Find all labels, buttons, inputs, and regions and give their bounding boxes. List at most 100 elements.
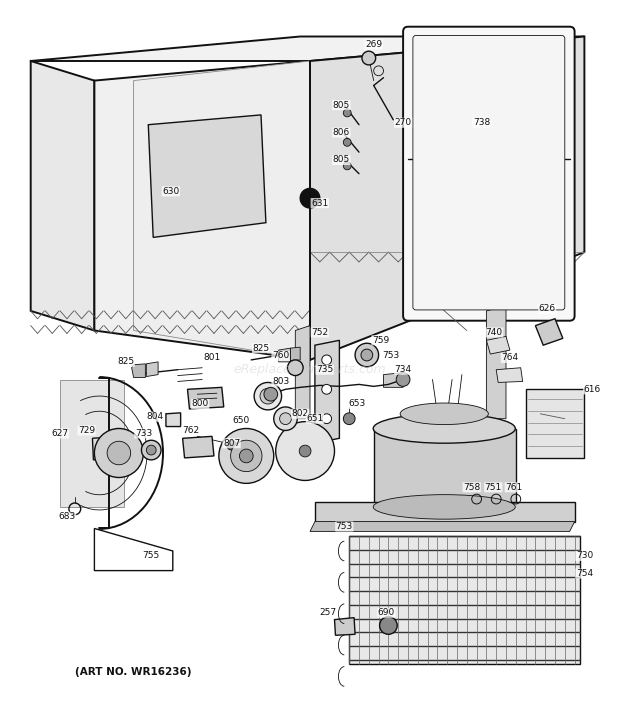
Polygon shape [335,618,355,635]
Circle shape [343,109,351,117]
Text: 805: 805 [333,155,350,165]
Circle shape [260,388,276,404]
Circle shape [274,407,297,430]
Text: 759: 759 [372,336,389,345]
Text: 257: 257 [319,608,336,617]
Ellipse shape [373,414,515,443]
Text: 806: 806 [333,128,350,137]
Circle shape [94,429,143,478]
Text: 753: 753 [335,522,353,531]
Text: 738: 738 [473,119,490,127]
Text: 802: 802 [291,409,309,418]
Circle shape [343,138,351,146]
Polygon shape [92,437,120,460]
Text: 754: 754 [576,569,593,578]
Circle shape [288,360,303,376]
Text: 805: 805 [333,101,350,109]
Text: 734: 734 [394,365,412,374]
Text: eReplacementParts.com: eReplacementParts.com [234,364,386,376]
Polygon shape [166,413,180,427]
Ellipse shape [373,495,515,519]
Text: 630: 630 [162,187,179,196]
Circle shape [343,162,351,170]
Polygon shape [60,380,124,507]
Circle shape [355,343,379,367]
Polygon shape [31,36,585,61]
Text: 758: 758 [463,483,480,492]
Circle shape [141,440,161,460]
Polygon shape [384,373,403,388]
Circle shape [299,445,311,457]
Circle shape [322,414,332,424]
Circle shape [361,349,373,361]
Polygon shape [148,115,266,237]
Text: 761: 761 [505,483,523,492]
Text: 653: 653 [348,400,366,408]
Text: 755: 755 [143,552,160,560]
Text: 804: 804 [146,413,164,421]
Polygon shape [278,348,290,362]
Text: 800: 800 [192,400,209,408]
Polygon shape [496,368,523,383]
Text: 753: 753 [382,351,399,361]
Text: 650: 650 [232,416,250,425]
Circle shape [300,188,320,208]
Text: 733: 733 [135,429,152,438]
Text: 751: 751 [485,483,502,492]
Text: 803: 803 [272,377,289,386]
Ellipse shape [400,403,489,425]
Text: 807: 807 [223,439,240,448]
Circle shape [107,441,131,465]
Circle shape [379,617,397,634]
Polygon shape [487,337,510,354]
Text: 762: 762 [182,426,199,435]
Text: 683: 683 [58,512,76,521]
Text: 825: 825 [117,357,135,366]
Polygon shape [183,437,214,458]
Text: 269: 269 [365,40,383,49]
Polygon shape [187,388,224,409]
Polygon shape [290,347,300,361]
Polygon shape [131,364,145,378]
Polygon shape [31,61,94,330]
Circle shape [254,383,281,410]
Text: 801: 801 [203,354,221,362]
Circle shape [322,355,332,365]
Polygon shape [536,319,563,345]
FancyBboxPatch shape [413,36,565,310]
Text: 270: 270 [394,119,412,127]
Circle shape [227,440,236,450]
Text: 729: 729 [78,426,95,435]
Text: 627: 627 [51,429,69,438]
Circle shape [264,388,278,401]
Text: (ART NO. WR16236): (ART NO. WR16236) [76,667,192,677]
Text: 825: 825 [252,344,270,353]
Circle shape [219,429,274,484]
Circle shape [362,51,376,65]
Polygon shape [94,61,310,360]
FancyBboxPatch shape [403,27,575,321]
Polygon shape [374,429,516,507]
Circle shape [343,413,355,425]
Text: 616: 616 [583,385,601,394]
Polygon shape [295,326,310,419]
Text: 690: 690 [378,608,395,617]
Polygon shape [310,522,575,531]
Text: 752: 752 [311,328,329,337]
Polygon shape [349,536,580,664]
Text: 740: 740 [485,328,503,337]
Circle shape [396,373,410,386]
Polygon shape [526,389,585,458]
Text: 735: 735 [316,365,334,374]
Text: 760: 760 [272,351,289,361]
Polygon shape [310,36,585,360]
Text: 730: 730 [576,552,593,560]
Circle shape [280,413,291,425]
Polygon shape [315,340,339,443]
Circle shape [322,384,332,394]
Circle shape [276,422,335,481]
Text: 651: 651 [306,414,324,423]
Polygon shape [315,502,575,522]
Polygon shape [133,61,310,360]
Circle shape [239,449,253,463]
